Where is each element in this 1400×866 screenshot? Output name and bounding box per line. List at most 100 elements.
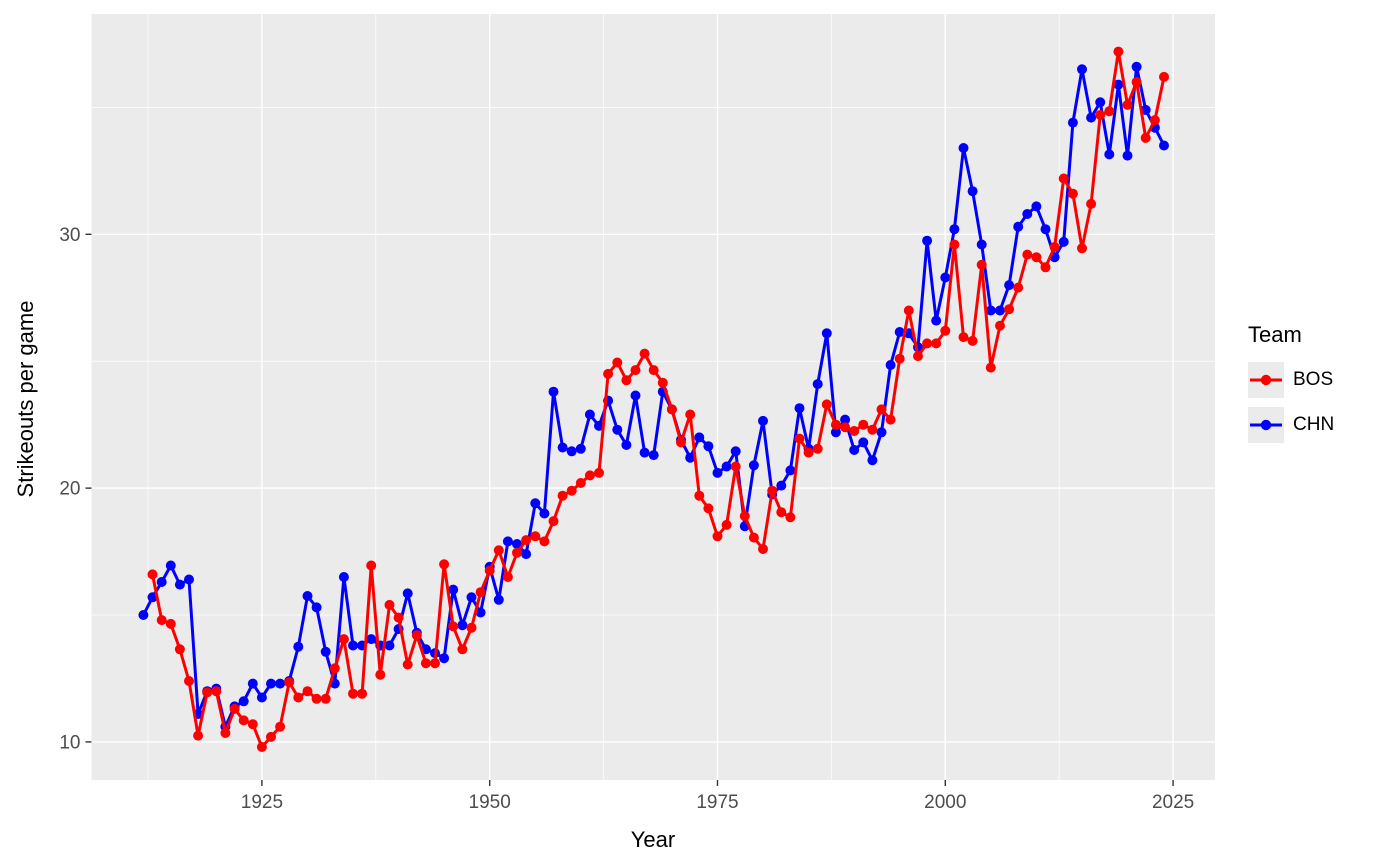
data-point-bos bbox=[1113, 46, 1124, 57]
data-point-bos bbox=[493, 545, 504, 556]
data-point-bos bbox=[366, 560, 377, 571]
data-point-bos bbox=[876, 404, 887, 415]
data-point-bos bbox=[867, 424, 878, 435]
y-tick-label: 30 bbox=[59, 225, 80, 246]
data-point-chn bbox=[1077, 64, 1087, 75]
data-point-chn bbox=[794, 403, 805, 414]
data-point-chn bbox=[958, 143, 969, 153]
x-tick-label: 1975 bbox=[696, 792, 738, 813]
data-point-chn bbox=[184, 574, 194, 585]
data-point-bos bbox=[1040, 262, 1051, 273]
data-point-chn bbox=[949, 224, 960, 235]
data-point-chn bbox=[995, 305, 1005, 316]
data-point-bos bbox=[621, 375, 632, 386]
data-point-bos bbox=[739, 511, 750, 521]
data-point-bos bbox=[411, 630, 422, 641]
y-tick-label: 10 bbox=[59, 732, 80, 753]
data-point-chn bbox=[703, 441, 714, 452]
data-point-bos bbox=[557, 490, 568, 501]
data-point-bos bbox=[612, 357, 623, 368]
data-point-chn bbox=[147, 592, 158, 603]
data-point-bos bbox=[730, 461, 741, 472]
data-point-chn bbox=[849, 445, 860, 455]
data-point-chn bbox=[985, 305, 996, 316]
data-point-bos bbox=[940, 325, 951, 336]
data-point-bos bbox=[293, 692, 304, 703]
data-point-bos bbox=[384, 599, 395, 610]
data-point-bos bbox=[193, 730, 204, 741]
data-point-chn bbox=[512, 539, 522, 549]
data-point-bos bbox=[903, 305, 914, 316]
data-point-chn bbox=[776, 480, 787, 491]
data-point-chn bbox=[812, 379, 823, 390]
data-point-chn bbox=[931, 315, 942, 326]
data-point-chn bbox=[366, 634, 377, 645]
data-point-chn bbox=[648, 450, 659, 461]
data-point-bos bbox=[1086, 198, 1097, 209]
data-point-bos bbox=[1031, 252, 1042, 263]
data-point-chn bbox=[275, 678, 286, 689]
data-point-bos bbox=[958, 332, 969, 343]
data-point-chn bbox=[1140, 104, 1151, 115]
data-point-bos bbox=[885, 414, 896, 425]
legend-key-bos-icon bbox=[1248, 362, 1284, 398]
data-point-chn bbox=[384, 640, 395, 651]
data-point-chn bbox=[238, 696, 249, 707]
x-tick-label: 2025 bbox=[1152, 792, 1194, 813]
data-point-chn bbox=[156, 577, 167, 587]
data-point-bos bbox=[967, 335, 978, 346]
data-point-bos bbox=[648, 365, 659, 376]
legend-key-chn-icon bbox=[1248, 407, 1284, 443]
data-point-chn bbox=[748, 460, 759, 471]
data-point-chn bbox=[293, 641, 304, 652]
x-tick-label: 1950 bbox=[469, 792, 511, 813]
data-point-chn bbox=[557, 442, 568, 453]
data-point-bos bbox=[676, 437, 686, 448]
data-point-bos bbox=[147, 569, 158, 580]
data-point-chn bbox=[575, 443, 586, 454]
data-point-chn bbox=[830, 427, 841, 438]
data-point-chn bbox=[256, 692, 267, 703]
legend-title: Team bbox=[1248, 322, 1302, 347]
data-point-chn bbox=[174, 579, 185, 590]
data-point-bos bbox=[894, 353, 905, 364]
data-point-bos bbox=[785, 512, 796, 523]
data-point-bos bbox=[174, 644, 185, 655]
data-point-chn bbox=[1013, 221, 1024, 232]
data-point-chn bbox=[730, 446, 741, 457]
data-point-bos bbox=[211, 686, 222, 697]
data-point-bos bbox=[548, 516, 559, 527]
data-point-bos bbox=[584, 470, 595, 481]
data-point-bos bbox=[1067, 188, 1078, 199]
data-point-bos bbox=[357, 688, 368, 699]
data-point-chn bbox=[821, 328, 832, 339]
data-point-bos bbox=[229, 703, 240, 714]
data-point-bos bbox=[256, 742, 267, 752]
data-point-bos bbox=[202, 687, 213, 698]
data-point-chn bbox=[402, 588, 413, 599]
data-point-bos bbox=[995, 320, 1005, 331]
data-point-bos bbox=[758, 544, 768, 554]
data-point-bos bbox=[931, 338, 942, 349]
data-point-chn bbox=[1058, 236, 1069, 247]
data-point-bos bbox=[502, 572, 513, 582]
data-point-bos bbox=[238, 715, 249, 726]
data-point-bos bbox=[1004, 304, 1015, 315]
data-point-bos bbox=[156, 615, 167, 626]
legend: Team BOS CHN bbox=[1248, 322, 1334, 452]
data-point-chn bbox=[302, 591, 313, 601]
data-point-chn bbox=[1104, 149, 1115, 160]
data-point-bos bbox=[266, 731, 276, 742]
data-point-bos bbox=[657, 377, 668, 388]
data-point-bos bbox=[338, 634, 349, 645]
data-point-chn bbox=[685, 452, 696, 463]
data-point-bos bbox=[530, 531, 541, 542]
data-point-bos bbox=[1159, 71, 1169, 82]
data-point-chn bbox=[247, 678, 258, 689]
data-point-chn bbox=[457, 620, 468, 631]
data-point-chn bbox=[940, 272, 951, 283]
data-point-chn bbox=[502, 536, 513, 547]
data-point-chn bbox=[922, 235, 933, 246]
data-point-chn bbox=[348, 640, 358, 651]
data-point-chn bbox=[967, 186, 978, 197]
